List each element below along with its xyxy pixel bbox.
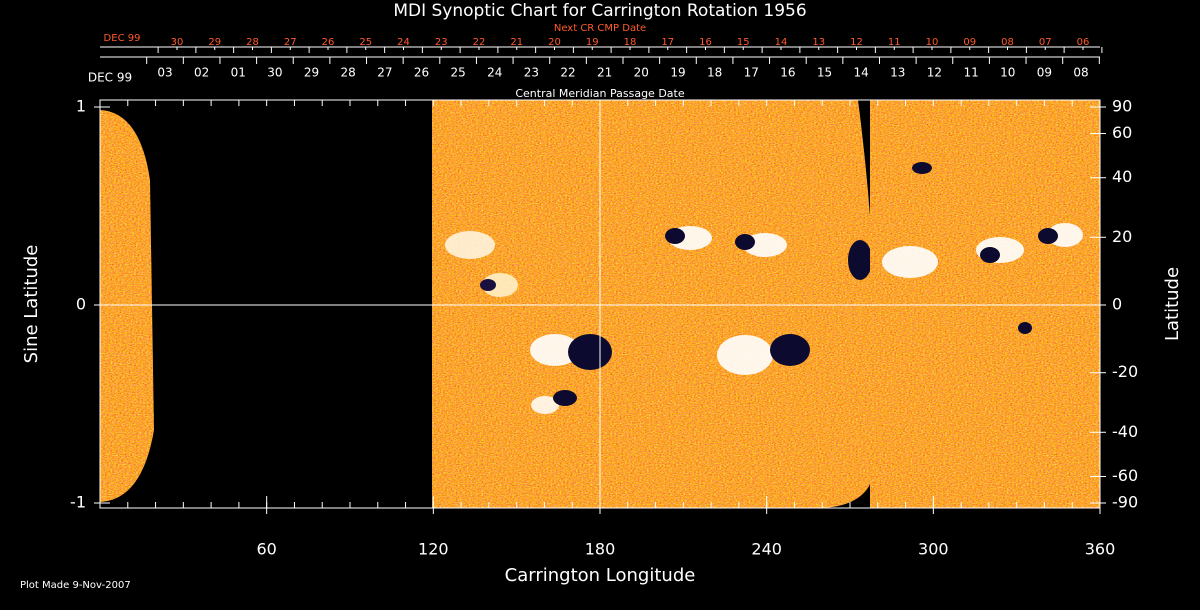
cmp-date-label: 10 [1000, 66, 1015, 80]
cmp-month: DEC 99 [88, 71, 132, 85]
cmp-date-label: 21 [597, 66, 612, 80]
next-cr-date-label: 11 [888, 37, 901, 48]
cmp-date-label: 28 [341, 66, 356, 80]
cmp-date-label: 12 [927, 66, 942, 80]
cmp-date-label: 18 [707, 66, 722, 80]
y-tick-label: 1 [76, 97, 86, 116]
next-cr-date-label: 30 [171, 37, 184, 48]
cmp-date-label: 17 [744, 66, 759, 80]
cmp-date-label: 16 [780, 66, 795, 80]
y2-tick-label: 90 [1112, 97, 1132, 116]
next-cr-date-label: 08 [1001, 37, 1014, 48]
cmp-date-label: 03 [157, 66, 172, 80]
next-cr-date-label: 26 [322, 37, 335, 48]
next-cr-month: DEC 99 [104, 33, 141, 44]
texture [432, 100, 876, 508]
x-tick-label: 360 [1085, 540, 1116, 559]
y2-tick-label: 60 [1112, 123, 1132, 142]
next-cr-date-label: 18 [624, 37, 637, 48]
x-axis-label: Carrington Longitude [505, 565, 696, 586]
cmp-date-label: 11 [963, 66, 978, 80]
y2-axis-label: Latitude [1162, 267, 1183, 341]
next-cr-date-label: 15 [737, 37, 750, 48]
next-cr-date-label: 23 [435, 37, 448, 48]
x-tick-label: 300 [918, 540, 949, 559]
x-tick-label: 120 [418, 540, 449, 559]
next-cr-date-label: 22 [473, 37, 486, 48]
next-cr-date-label: 19 [586, 37, 599, 48]
cmp-date-label: 13 [890, 66, 905, 80]
active-regions [445, 226, 872, 414]
cmp-date-label: 14 [854, 66, 869, 80]
cmp-date-label: 29 [304, 66, 319, 80]
next-cr-date-label: 17 [661, 37, 674, 48]
y-axis-label: Sine Latitude [21, 245, 42, 364]
cmp-date-label: 27 [377, 66, 392, 80]
y2-tick-label: 20 [1112, 227, 1132, 246]
y2-tick-label: -20 [1112, 362, 1138, 381]
next-cr-date-label: 28 [246, 37, 259, 48]
cmp-date-label: 02 [194, 66, 209, 80]
next-cr-date-label: 16 [699, 37, 712, 48]
cmp-date-label: 15 [817, 66, 832, 80]
next-cr-date-label: 29 [208, 37, 221, 48]
cmp-date-label: 30 [267, 66, 282, 80]
y-tick-label: -1 [70, 493, 86, 512]
y-tick-label: 0 [76, 295, 86, 314]
x-tick-label: 240 [751, 540, 782, 559]
cmp-date-label: 09 [1037, 66, 1052, 80]
next-cr-date-label: 20 [548, 37, 561, 48]
next-cr-date-label: 13 [812, 37, 825, 48]
cmp-axis-label: Central Meridian Passage Date [515, 87, 684, 100]
next-cr-date-label: 21 [510, 37, 523, 48]
next-cr-date-label: 07 [1039, 37, 1052, 48]
x-tick-label: 180 [585, 540, 616, 559]
active-regions [882, 162, 1083, 334]
next-cr-date-label: 27 [284, 37, 297, 48]
next-cr-date-label: 10 [926, 37, 939, 48]
texture [870, 100, 1100, 508]
footer: Plot Made 9-Nov-2007 [20, 580, 131, 591]
cmp-date-label: 24 [487, 66, 502, 80]
texture [100, 110, 154, 502]
y2-tick-label: -40 [1112, 422, 1138, 441]
next-cr-date-label: 06 [1077, 37, 1090, 48]
y2-tick-label: -90 [1112, 493, 1138, 512]
y2-tick-label: 0 [1112, 295, 1122, 314]
next-cr-date-label: 09 [963, 37, 976, 48]
x-tick-label: 60 [256, 540, 276, 559]
chart-title: MDI Synoptic Chart for Carrington Rotati… [393, 1, 806, 21]
y2-tick-label: 40 [1112, 167, 1132, 186]
cmp-date-label: 01 [231, 66, 246, 80]
cmp-date-label: 26 [414, 66, 429, 80]
next-cr-label: Next CR CMP Date [554, 23, 646, 34]
cmp-date-label: 19 [670, 66, 685, 80]
cmp-date-label: 22 [560, 66, 575, 80]
next-cr-date-label: 14 [775, 37, 788, 48]
next-cr-date-label: 24 [397, 37, 410, 48]
cmp-date-label: 25 [450, 66, 465, 80]
cmp-date-label: 23 [524, 66, 539, 80]
next-cr-date-label: 25 [359, 37, 372, 48]
y2-tick-label: -60 [1112, 466, 1138, 485]
cmp-date-label: 20 [634, 66, 649, 80]
cmp-date-label: 08 [1073, 66, 1088, 80]
next-cr-date-label: 12 [850, 37, 863, 48]
